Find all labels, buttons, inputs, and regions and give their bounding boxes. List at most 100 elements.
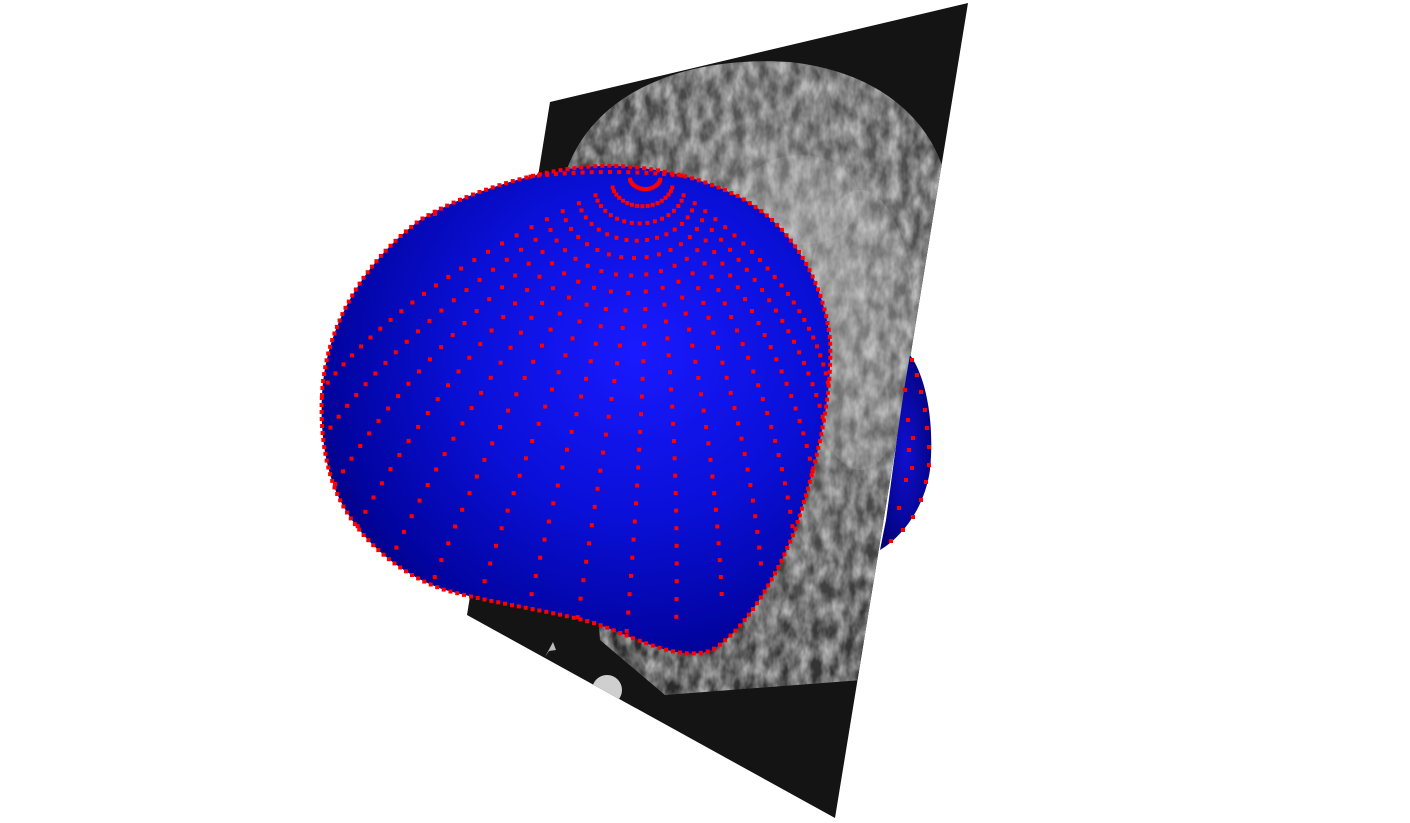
- contour-marker: [629, 573, 633, 578]
- contour-marker: [679, 221, 684, 226]
- contour-marker: [557, 311, 562, 316]
- outline-marker: [328, 344, 333, 349]
- contour-marker: [460, 421, 465, 426]
- outline-marker: [565, 167, 570, 172]
- rim-marker: [635, 170, 640, 175]
- contour-marker: [636, 465, 641, 470]
- contour-marker: [674, 508, 679, 513]
- rim-marker: [679, 173, 684, 178]
- outline-marker: [374, 259, 379, 264]
- contour-marker: [584, 559, 589, 564]
- contour-marker: [739, 436, 744, 441]
- outline-marker: [677, 650, 682, 655]
- contour-marker: [671, 421, 676, 426]
- contour-marker: [718, 575, 723, 579]
- contour-marker: [614, 192, 619, 197]
- contour-marker: [576, 279, 581, 284]
- contour-marker: [399, 309, 404, 314]
- outline-marker: [827, 369, 832, 374]
- outline-marker: [683, 174, 688, 179]
- contour-marker: [427, 318, 432, 323]
- contour-marker: [645, 186, 650, 191]
- contour-marker: [556, 370, 561, 375]
- contour-marker: [486, 249, 490, 254]
- contour-marker: [578, 596, 583, 601]
- contour-marker: [648, 186, 653, 191]
- outline-marker: [803, 493, 808, 498]
- contour-marker: [640, 186, 645, 191]
- contour-marker: [672, 263, 677, 268]
- contour-marker: [325, 380, 330, 385]
- contour-marker: [788, 509, 793, 514]
- outline-marker: [650, 643, 655, 648]
- outline-marker: [703, 180, 708, 185]
- contour-marker: [655, 235, 659, 240]
- outline-marker: [797, 513, 802, 518]
- outline-marker: [378, 253, 383, 258]
- contour-marker: [584, 376, 588, 381]
- contour-marker: [585, 263, 590, 268]
- outline-marker: [793, 244, 798, 249]
- contour-marker: [589, 221, 594, 226]
- contour-marker: [472, 258, 477, 263]
- outline-marker: [690, 176, 695, 181]
- contour-marker: [642, 341, 647, 346]
- outline-marker: [723, 638, 728, 643]
- contour-marker: [439, 308, 444, 313]
- contour-marker: [500, 241, 504, 246]
- contour-marker: [491, 267, 495, 272]
- contour-marker: [660, 216, 664, 221]
- contour-marker: [592, 285, 596, 290]
- outline-marker: [328, 472, 333, 477]
- contour-marker: [460, 507, 465, 512]
- contour-marker: [791, 300, 796, 305]
- contour-marker: [673, 473, 678, 478]
- outline-marker: [451, 200, 456, 205]
- back-marker: [903, 388, 907, 392]
- contour-marker: [640, 204, 645, 209]
- contour-marker: [810, 382, 815, 387]
- outline-marker: [746, 612, 751, 617]
- contour-marker: [735, 328, 739, 333]
- outline-marker: [657, 645, 662, 650]
- outline-marker: [795, 520, 800, 524]
- outline-marker: [388, 243, 393, 248]
- contour-marker: [801, 360, 806, 365]
- contour-marker: [635, 185, 640, 190]
- contour-marker: [663, 319, 668, 324]
- outline-marker: [824, 314, 829, 319]
- contour-marker: [467, 355, 472, 360]
- outline-marker: [319, 417, 324, 421]
- contour-marker: [506, 408, 511, 413]
- contour-marker: [694, 226, 699, 231]
- contour-marker: [598, 204, 603, 208]
- contour-marker: [756, 321, 761, 325]
- contour-marker: [451, 436, 456, 441]
- contour-marker: [598, 324, 603, 329]
- outline-marker: [729, 191, 734, 195]
- outline-marker: [766, 583, 771, 588]
- outline-marker: [471, 192, 475, 197]
- contour-marker: [451, 298, 456, 303]
- contour-marker: [669, 387, 674, 392]
- contour-marker: [703, 209, 708, 214]
- contour-marker: [652, 219, 657, 224]
- contour-marker: [601, 450, 606, 455]
- contour-marker: [717, 558, 722, 563]
- contour-marker: [774, 357, 779, 362]
- contour-marker: [612, 379, 617, 383]
- outline-marker: [420, 216, 425, 221]
- outline-marker: [475, 596, 480, 600]
- outline-marker: [558, 612, 562, 617]
- contour-marker: [623, 308, 628, 313]
- outline-marker: [790, 533, 795, 538]
- outline-marker: [441, 587, 446, 592]
- contour-marker: [529, 592, 534, 597]
- contour-marker: [635, 483, 640, 488]
- contour-marker: [551, 286, 555, 291]
- outline-marker: [383, 248, 388, 253]
- contour-marker: [639, 394, 644, 399]
- outline-marker: [755, 601, 760, 606]
